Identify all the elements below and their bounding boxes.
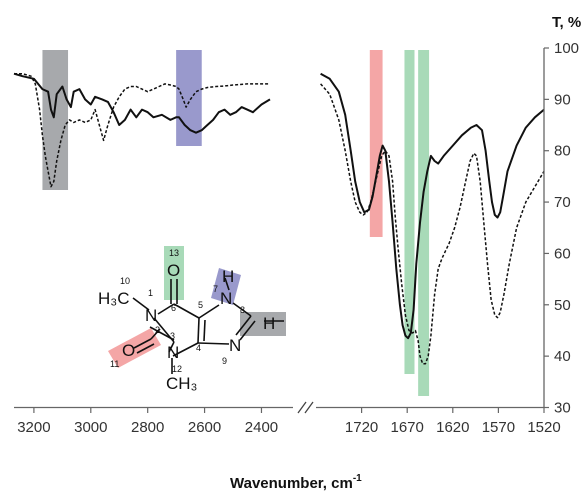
series-line-0-solid (13, 72, 271, 134)
highlight-band-1-0 (369, 50, 383, 237)
number-3: 3 (170, 331, 175, 341)
spectrum-curves (13, 72, 545, 365)
highlight-band-0-0 (42, 50, 69, 190)
atom-n-7: N (220, 289, 232, 308)
series-line-1-dashed (320, 83, 545, 365)
number-2: 2 (155, 325, 160, 335)
highlight-bands (42, 50, 430, 396)
y-tick-label-7: 30 (554, 400, 571, 417)
y-tick-label-1: 90 (554, 91, 571, 108)
number-12: 12 (172, 364, 182, 374)
x-tick-label-1-3: 1570 (482, 419, 515, 436)
highlight-band-1-2 (418, 50, 430, 396)
series-line-1-solid (320, 72, 545, 340)
y-axis: 100 90 80 70 60 50 40 30 (543, 40, 579, 417)
atom-h-7: H (222, 267, 234, 286)
atom-n-1: N (145, 306, 157, 325)
molecule-atoms: O H N H H₃C N C H N O N CH₃ (98, 261, 275, 393)
atom-n-9: N (229, 336, 241, 355)
number-10: 10 (120, 276, 130, 286)
x-axis: 3200 3000 2800 2600 2400 1720 1670 1620 1570 1520 (14, 401, 561, 436)
number-9: 9 (222, 356, 227, 366)
x-axis-title-superscript: -1 (353, 473, 362, 484)
number-7: 7 (213, 284, 218, 294)
number-1: 1 (148, 288, 153, 298)
highlight-n-h-7 (211, 268, 241, 305)
y-tick-label-4: 60 (554, 245, 571, 262)
molecule-structure: O H N H H₃C N C H N O N CH₃ 13 10 1 6 5 … (98, 246, 286, 393)
x-axis-title-main: Wavenumber, cm (230, 475, 353, 492)
number-6: 6 (171, 303, 176, 313)
number-11: 11 (110, 359, 119, 369)
highlight-c-o-13 (164, 246, 184, 300)
y-axis-title: T, % (552, 14, 581, 31)
number-8: 8 (240, 305, 245, 315)
molecule-atom-numbers: 13 10 1 6 5 7 8 2 3 4 9 11 12 (110, 248, 245, 374)
x-tick-label-0-3: 2600 (188, 419, 221, 436)
atom-o-13: O (167, 261, 180, 280)
atom-n-3: N (167, 343, 179, 362)
x-tick-label-1-0: 1720 (345, 419, 378, 436)
atom-h-8: H (263, 314, 275, 333)
axis-break-symbol (297, 401, 314, 414)
x-tick-label-1-4: 1520 (527, 419, 560, 436)
y-tick-label-0: 100 (554, 40, 579, 57)
atom-ch3-12: CH₃ (166, 374, 197, 393)
number-5: 5 (198, 300, 203, 310)
x-tick-label-1-1: 1670 (391, 419, 424, 436)
atom-o-11: O (122, 341, 135, 360)
x-tick-label-0-4: 2400 (245, 419, 278, 436)
x-tick-label-0-1: 3000 (74, 419, 107, 436)
y-ticks: 100 90 80 70 60 50 40 30 (544, 40, 579, 417)
molecule-bonds (132, 277, 284, 374)
highlight-c-h-8 (240, 312, 286, 336)
x-axis-title: Wavenumber, cm-1 (230, 473, 362, 492)
x-tick-label-1-2: 1620 (436, 419, 469, 436)
x-tick-label-0-2: 2800 (131, 419, 164, 436)
y-tick-label-6: 40 (554, 348, 571, 365)
number-13: 13 (169, 248, 179, 258)
number-4: 4 (196, 343, 201, 353)
y-tick-label-2: 80 (554, 143, 571, 160)
y-tick-label-3: 70 (554, 194, 571, 211)
highlight-band-1-1 (404, 50, 415, 374)
x-tick-label-0-0: 3200 (17, 419, 50, 436)
x-ticks: 3200 3000 2800 2600 2400 1720 1670 1620 1570 1520 (17, 407, 561, 436)
series-line-0-dashed (14, 72, 270, 188)
atom-h3c-10: H₃C (98, 289, 129, 308)
y-tick-label-5: 50 (554, 297, 571, 314)
